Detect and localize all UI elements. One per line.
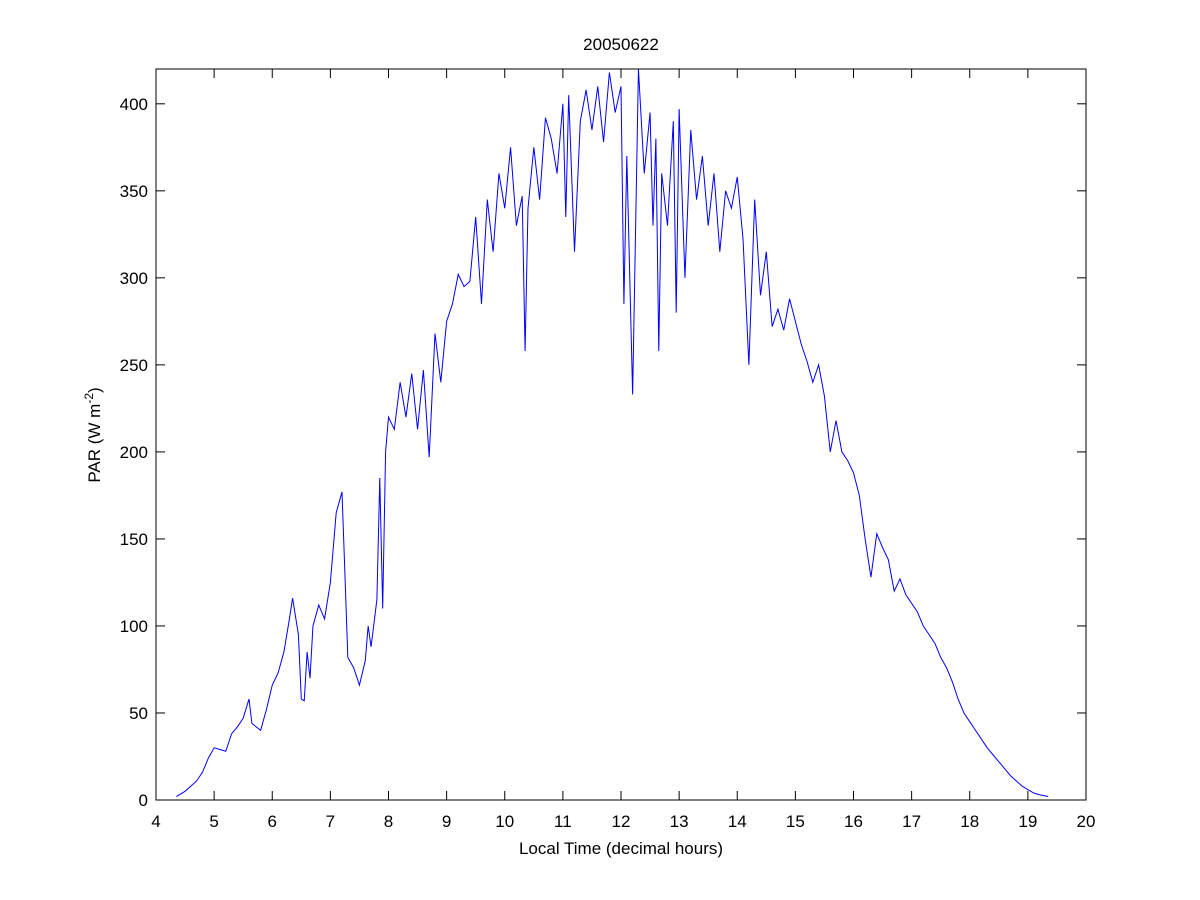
x-tick-label: 15	[786, 812, 805, 831]
x-tick-label: 6	[268, 812, 277, 831]
x-tick-label: 16	[844, 812, 863, 831]
y-label-end: )	[85, 387, 104, 393]
y-tick-label: 100	[120, 617, 148, 636]
x-tick-label: 13	[670, 812, 689, 831]
chart-title: 20050622	[583, 35, 659, 54]
x-axis-label: Local Time (decimal hours)	[519, 839, 723, 858]
y-tick-label: 200	[120, 443, 148, 462]
y-label-sup: -2	[82, 393, 96, 404]
x-tick-label: 4	[151, 812, 160, 831]
x-tick-label: 5	[209, 812, 218, 831]
x-tick-label: 12	[612, 812, 631, 831]
x-tick-label: 8	[384, 812, 393, 831]
x-tick-label: 14	[728, 812, 747, 831]
y-axis-label: PAR (W m-2)	[82, 387, 104, 482]
x-tick-label: 9	[442, 812, 451, 831]
y-label-main: PAR (W m	[85, 404, 104, 483]
x-tick-label: 20	[1077, 812, 1096, 831]
x-tick-label: 18	[960, 812, 979, 831]
y-tick-label: 150	[120, 530, 148, 549]
y-tick-label: 400	[120, 95, 148, 114]
y-tick-label: 0	[139, 791, 148, 810]
y-tick-label: 50	[129, 704, 148, 723]
y-tick-label: 300	[120, 269, 148, 288]
x-tick-label: 17	[902, 812, 921, 831]
y-tick-label: 350	[120, 182, 148, 201]
y-tick-label: 250	[120, 356, 148, 375]
x-tick-label: 11	[554, 812, 572, 831]
data-line	[176, 68, 1049, 798]
x-tick-label: 19	[1018, 812, 1037, 831]
plot-area	[155, 68, 1087, 801]
x-tick-label: 10	[495, 812, 514, 831]
x-tick-label: 7	[326, 812, 335, 831]
